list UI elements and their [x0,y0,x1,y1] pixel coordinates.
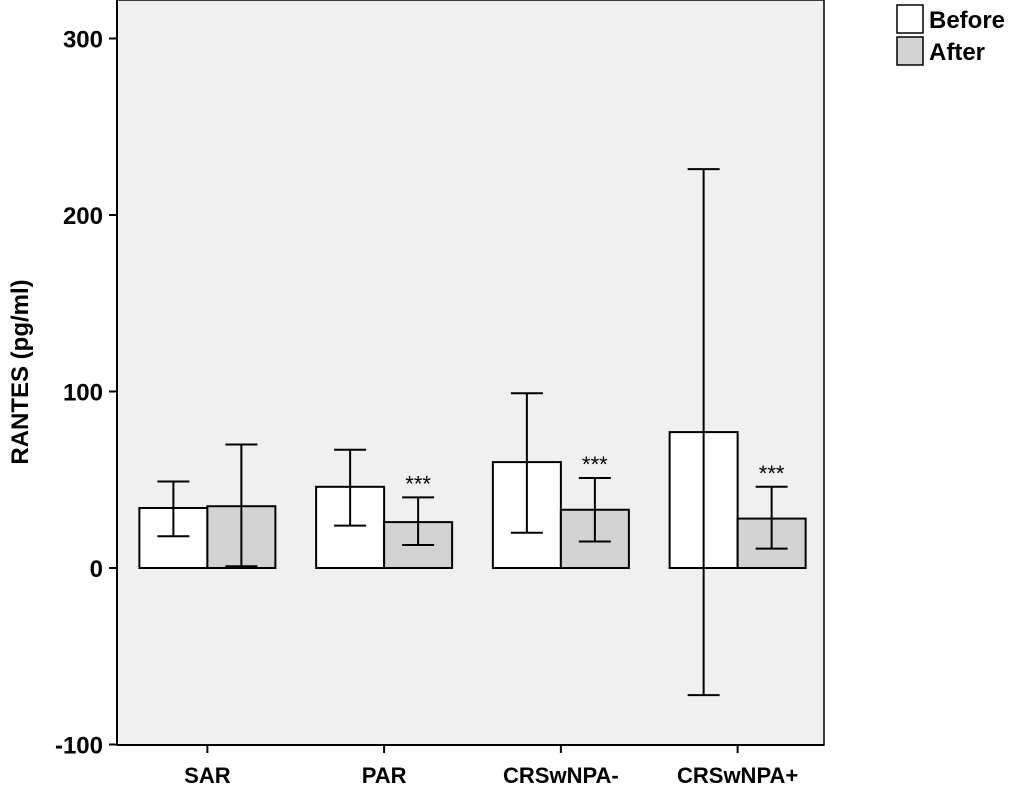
x-tick-label: PAR [362,763,407,788]
y-tick-label: 300 [63,27,103,54]
x-tick-label: CRSwNPA- [503,763,619,788]
significance-annotations: *** *** *** [405,452,785,496]
bar-group [138,431,807,570]
legend-label-after: After [929,39,985,66]
legend: Before After [896,4,1005,66]
significance-label: *** [759,461,785,486]
significance-label: *** [582,452,608,477]
y-axis: -100 0 100 200 300 [55,0,118,760]
y-axis-title: RANTES (pg/ml) [7,279,34,464]
x-axis: SAR PAR CRSwNPA- CRSwNPA+ [117,744,824,788]
y-tick-label: -100 [55,733,103,760]
x-tick-label: CRSwNPA+ [677,763,798,788]
legend-swatch-before [896,4,924,34]
y-tick-label: 100 [63,380,103,407]
significance-label: *** [405,471,431,496]
x-tick-label: SAR [184,763,231,788]
legend-swatch-after [896,36,924,66]
error-bar-group [157,168,788,697]
legend-label-before: Before [929,7,1005,34]
plot-background [116,0,825,746]
y-tick-label: 0 [90,556,103,583]
y-tick-label: 200 [63,203,103,230]
